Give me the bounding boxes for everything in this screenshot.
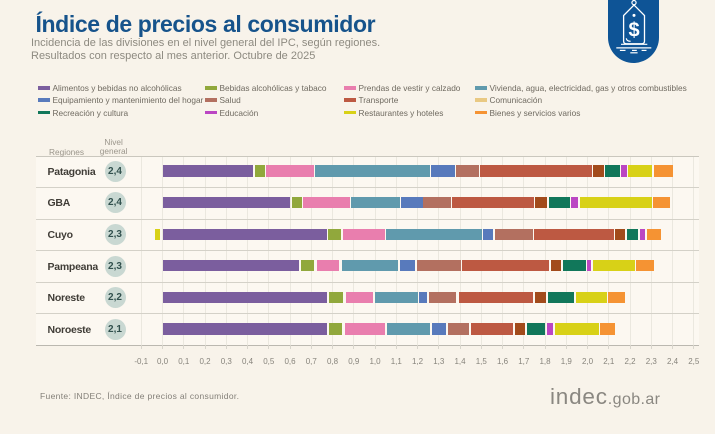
svg-text:$: $ — [628, 20, 639, 42]
